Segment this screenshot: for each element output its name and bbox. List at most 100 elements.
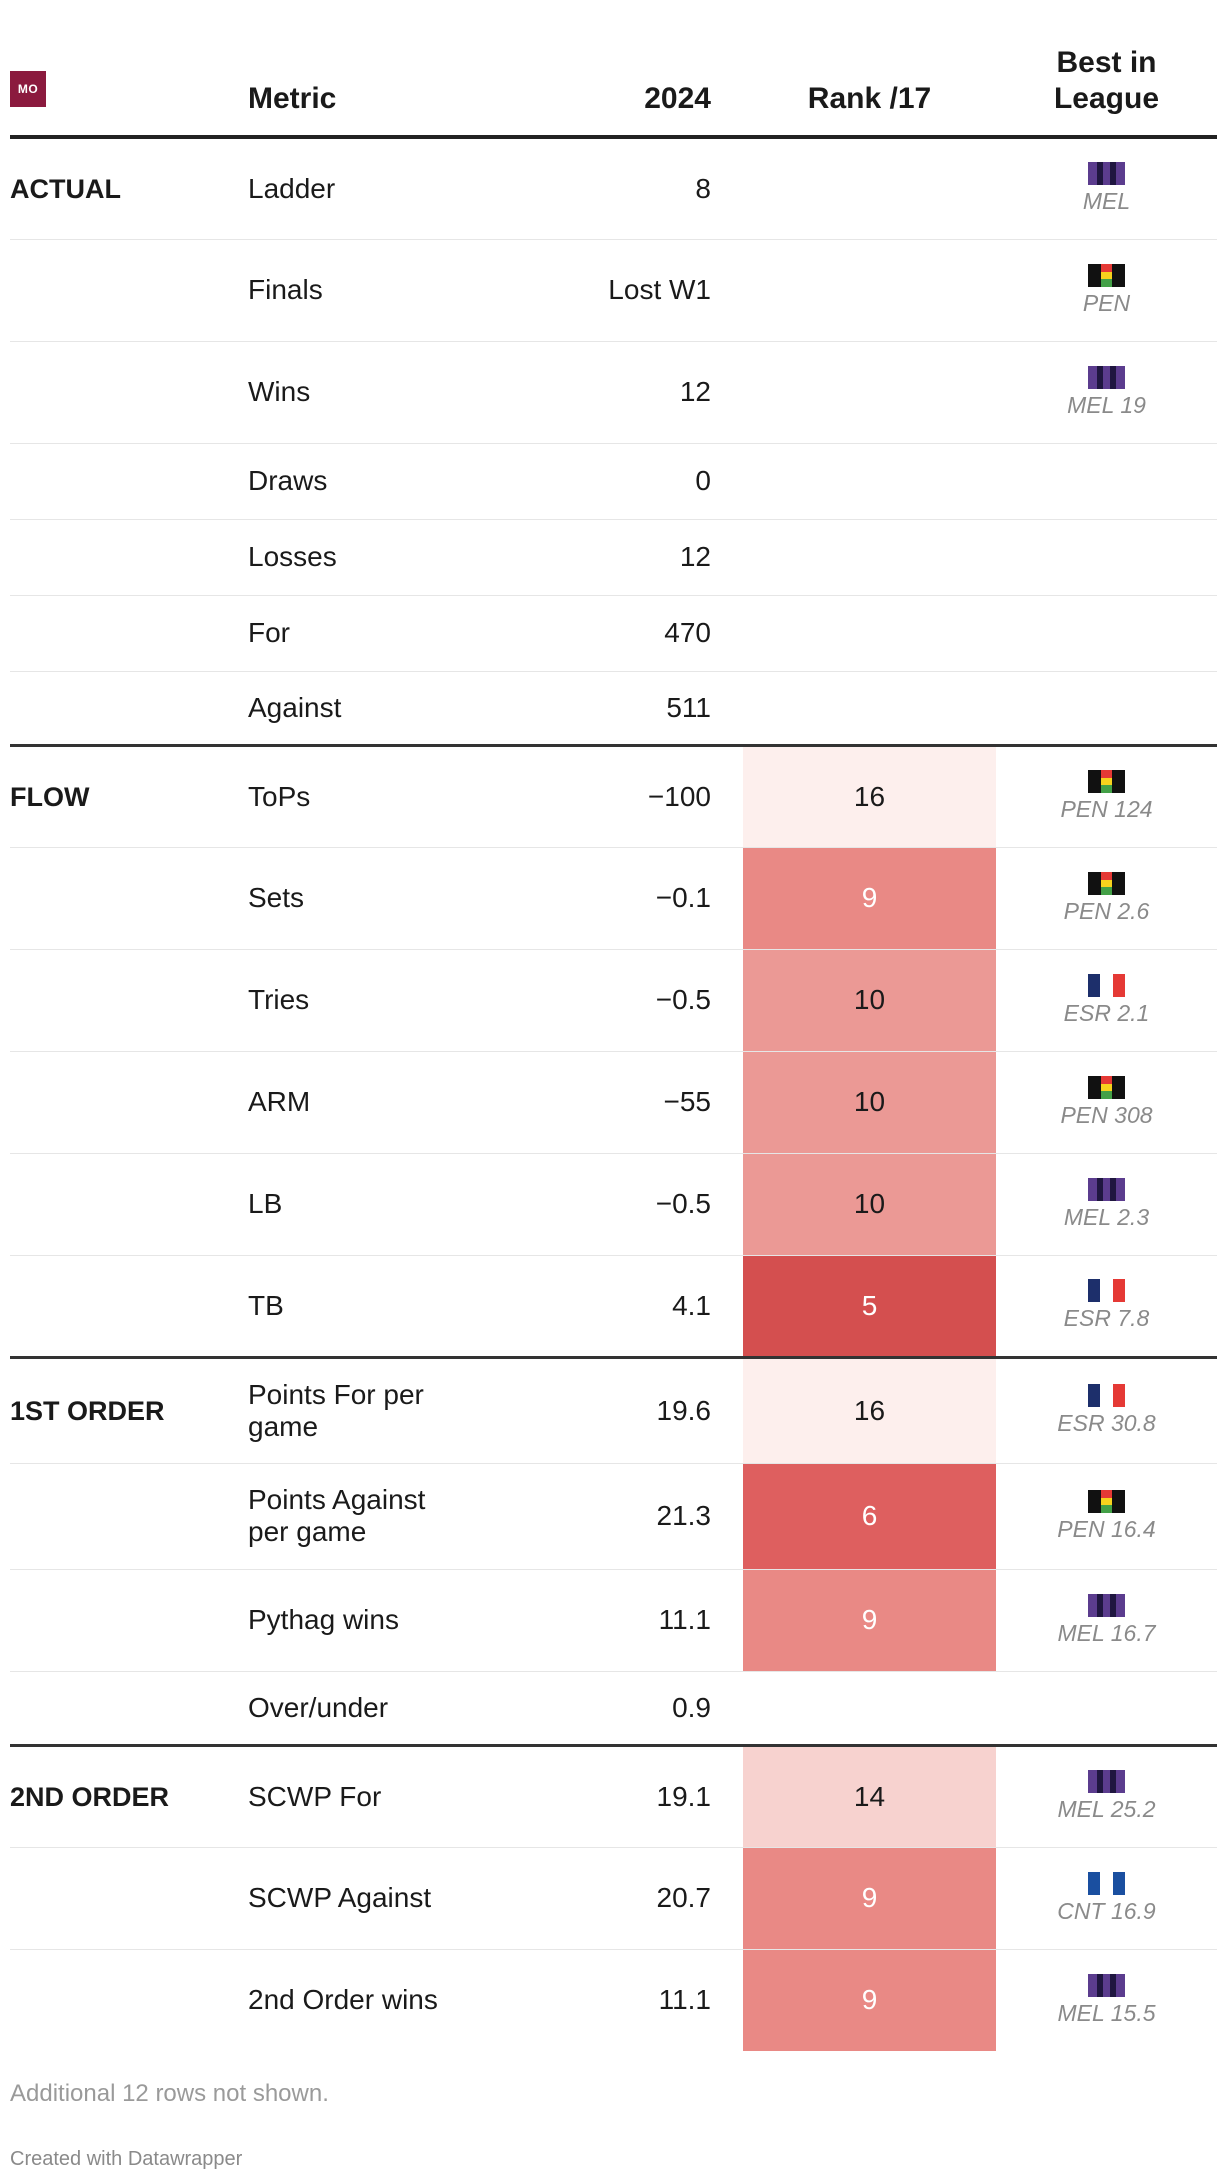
- column-header-2024[interactable]: 2024: [644, 82, 711, 115]
- row-rank-cell: 10: [743, 949, 996, 1051]
- table-row: Draws 0: [10, 443, 1217, 519]
- row-metric-label: Tries: [248, 984, 310, 1015]
- table-row: TB 4.1 5 ESR 7.8: [10, 1255, 1217, 1357]
- row-group-label: [10, 949, 248, 1051]
- row-metric-label: Sets: [248, 882, 305, 913]
- column-header-best-in-league[interactable]: Best in League: [996, 0, 1217, 137]
- row-metric-label: Draws: [248, 465, 328, 496]
- row-best-in-league-cell: MEL 16.7: [996, 1569, 1217, 1671]
- table-header-row: MO Metric 2024 Rank /17 Best in League: [10, 0, 1217, 137]
- row-metric-label: SCWP For: [248, 1780, 382, 1812]
- column-header-metric[interactable]: Metric: [248, 82, 337, 115]
- row-2024-value: 0: [695, 465, 711, 496]
- best-in-league-text: ESR 7.8: [1063, 1305, 1150, 1331]
- row-rank-cell: 16: [743, 1357, 996, 1463]
- table-row: 2ND ORDER SCWP For 19.1 14 MEL 25.2: [10, 1745, 1217, 1847]
- table-row: ARM −55 10 PEN 308: [10, 1051, 1217, 1153]
- row-rank-cell: [743, 519, 996, 595]
- row-metric-cell: Over/under: [248, 1671, 493, 1745]
- row-rank-cell: [743, 595, 996, 671]
- column-header-rank[interactable]: Rank /17: [807, 82, 932, 115]
- table-body: ACTUAL Ladder 8 MEL Finals Lost W1 PEN Wins 12 ME…: [10, 137, 1217, 2051]
- row-metric-label: Over/under: [248, 1691, 389, 1723]
- stats-table: MO Metric 2024 Rank /17 Best in League A…: [10, 0, 1217, 2051]
- best-in-league-text: MEL 15.5: [1057, 1999, 1156, 2026]
- row-2024-value: 4.1: [672, 1289, 711, 1321]
- best-in-league-text: PEN: [1082, 289, 1131, 316]
- best-in-league-text: CNT 16.9: [1057, 1897, 1156, 1924]
- row-metric-label: ARM: [248, 1086, 311, 1117]
- row-rank-cell: [743, 1671, 996, 1745]
- row-metric-cell: Points Against per game: [248, 1463, 493, 1569]
- row-best-in-league-cell: MEL 25.2: [996, 1745, 1217, 1847]
- row-metric-label: Points For per game: [248, 1378, 424, 1442]
- row-rank-cell: 14: [743, 1745, 996, 1847]
- team-flag-icon: [996, 1279, 1217, 1302]
- row-group-label: FLOW: [10, 781, 90, 812]
- table-row: 1ST ORDER Points For per game 19.6 16 ESR 30…: [10, 1357, 1217, 1463]
- row-group-label: [10, 847, 248, 949]
- row-best-in-league-cell: PEN 2.6: [996, 847, 1217, 949]
- row-best-in-league-cell: CNT 16.9: [996, 1847, 1217, 1949]
- row-metric-cell: Draws: [248, 443, 493, 519]
- row-metric-cell: 2nd Order wins: [248, 1949, 493, 2051]
- row-best-in-league-cell: MEL: [996, 137, 1217, 239]
- team-flag-icon: [996, 1871, 1217, 1895]
- row-metric-label: Finals: [248, 274, 323, 305]
- best-in-league-text: ESR 30.8: [1057, 1410, 1156, 1436]
- row-2024-value: −0.5: [655, 984, 711, 1015]
- team-flag-icon: [996, 770, 1217, 793]
- best-in-league-text: PEN 308: [1060, 1101, 1153, 1128]
- team-flag-icon: [996, 162, 1217, 186]
- best-in-league-text: MEL 16.7: [1057, 1619, 1156, 1646]
- best-in-league-text: MEL 25.2: [1057, 1796, 1156, 1822]
- row-metric-label: Points Against per game: [248, 1484, 426, 1547]
- row-2024-value: Lost W1: [608, 274, 711, 305]
- row-best-in-league-cell: [996, 595, 1217, 671]
- row-metric-label: Wins: [248, 376, 311, 407]
- team-flag-icon: [996, 1770, 1217, 1793]
- row-best-in-league-cell: [996, 519, 1217, 595]
- table-row: Points Against per game 21.3 6 PEN 16.4: [10, 1463, 1217, 1569]
- table-row: SCWP Against 20.7 9 CNT 16.9: [10, 1847, 1217, 1949]
- row-metric-label: 2nd Order wins: [248, 1984, 438, 2016]
- row-group-label: ACTUAL: [10, 173, 121, 204]
- row-best-in-league-cell: MEL 15.5: [996, 1949, 1217, 2051]
- row-metric-label: Losses: [248, 541, 337, 572]
- best-in-league-text: PEN 124: [1060, 796, 1153, 822]
- row-best-in-league-cell: PEN 16.4: [996, 1463, 1217, 1569]
- row-metric-label: Against: [248, 691, 342, 723]
- row-rank-cell: [743, 443, 996, 519]
- row-rank-cell: 10: [743, 1051, 996, 1153]
- team-flag-icon: [996, 1489, 1217, 1513]
- row-group-label: [10, 341, 248, 443]
- row-best-in-league-cell: ESR 7.8: [996, 1255, 1217, 1357]
- table-row: Against 511: [10, 671, 1217, 745]
- table-row: Sets −0.1 9 PEN 2.6: [10, 847, 1217, 949]
- row-rank-cell: [743, 671, 996, 745]
- row-rank-cell: 9: [743, 847, 996, 949]
- row-2024-value: −55: [663, 1086, 712, 1117]
- row-rank-cell: 9: [743, 1847, 996, 1949]
- row-group-label: [10, 239, 248, 341]
- row-2024-value: 19.6: [656, 1394, 712, 1426]
- row-2024-value: 0.9: [672, 1691, 711, 1723]
- row-2024-value: 21.3: [656, 1500, 712, 1531]
- team-flag-icon: [996, 1177, 1217, 1201]
- best-in-league-text: PEN 16.4: [1057, 1515, 1156, 1542]
- row-metric-cell: Against: [248, 671, 493, 745]
- row-best-in-league-cell: MEL 2.3: [996, 1153, 1217, 1255]
- row-best-in-league-cell: ESR 2.1: [996, 949, 1217, 1051]
- row-metric-label: Ladder: [248, 172, 336, 204]
- table-row: FLOW ToPs −100 16 PEN 124: [10, 745, 1217, 847]
- row-best-in-league-cell: [996, 1671, 1217, 1745]
- best-in-league-text: PEN 2.6: [1063, 897, 1150, 924]
- footer-credit[interactable]: Created with Datawrapper: [10, 2148, 243, 2170]
- best-header-line1: Best in: [1056, 46, 1157, 79]
- row-group-label: [10, 443, 248, 519]
- row-2024-value: −0.1: [655, 882, 711, 913]
- row-rank-cell: 9: [743, 1949, 996, 2051]
- row-best-in-league-cell: MEL 19: [996, 341, 1217, 443]
- row-metric-cell: SCWP Against: [248, 1847, 493, 1949]
- row-2024-value: 11.1: [658, 1984, 711, 2016]
